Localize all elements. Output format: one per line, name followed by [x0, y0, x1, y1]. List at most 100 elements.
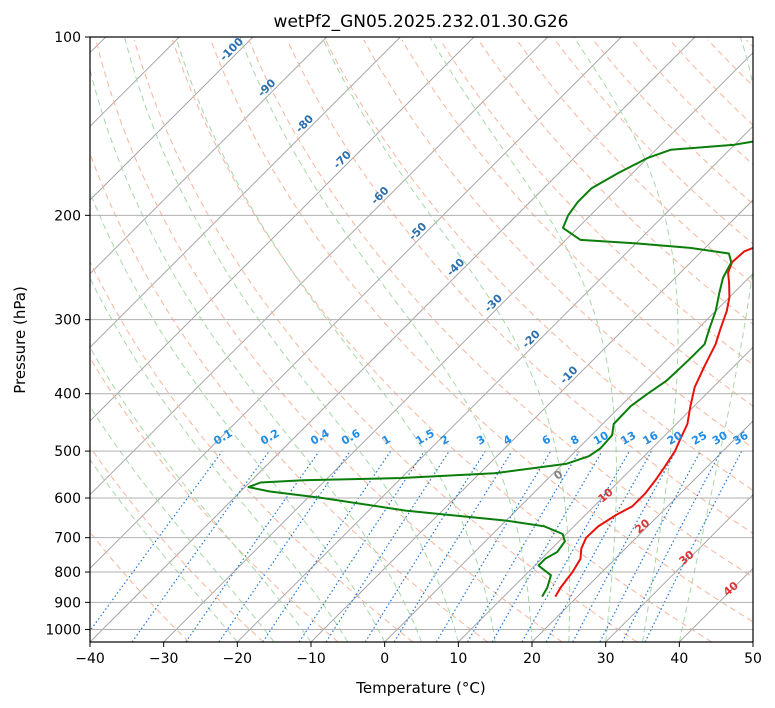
dry-adiabat-line — [90, 152, 488, 642]
dry-adiabat-line — [631, 39, 753, 166]
dry-adiabat-line — [172, 39, 712, 642]
dry-adiabat-line — [592, 39, 753, 205]
mixing-ratio-line — [572, 451, 677, 642]
plot-frame — [89, 36, 754, 643]
background-lines — [90, 37, 753, 642]
dry-adiabat-label: 10 — [596, 485, 616, 505]
mixing-ratio-line — [599, 451, 701, 642]
x-axis-title: Temperature (°C) — [355, 679, 485, 697]
isotherm-line — [90, 37, 401, 349]
moist-adiabat-line — [90, 190, 386, 642]
x-tick-label: 40 — [670, 651, 688, 667]
y-tick-label: 800 — [54, 565, 81, 581]
moist-adiabat-line — [175, 37, 496, 642]
dry-adiabat-line — [90, 356, 339, 642]
y-tick-label: 900 — [54, 595, 81, 611]
mixing-ratio-label: 2 — [438, 433, 451, 448]
mixing-ratio-line — [491, 451, 603, 642]
isotherm-line — [90, 37, 475, 422]
moist-adiabat-line — [90, 346, 312, 642]
isotherm-line — [236, 125, 753, 642]
moist-adiabat-line — [239, 37, 533, 642]
dry-adiabat-label: 40 — [721, 579, 741, 599]
mixing-ratio-line — [131, 451, 270, 642]
mixing-ratio-line — [435, 451, 552, 642]
isotherm-line — [90, 37, 254, 201]
isotherm-label: -30 — [482, 291, 505, 314]
dry-adiabat-line — [401, 39, 753, 407]
y-tick-label: 300 — [54, 313, 81, 329]
dry-adiabat-line — [707, 39, 753, 87]
mixing-ratio-label: 1 — [380, 433, 393, 448]
y-tick-label: 100 — [54, 30, 81, 46]
y-tick-label: 1000 — [45, 622, 81, 638]
dry-adiabat-line — [90, 446, 264, 642]
chart-title: wetPf2_GN05.2025.232.01.30.G26 — [274, 12, 569, 32]
isotherm-label: -70 — [331, 148, 354, 171]
isotherm-line — [457, 346, 753, 642]
x-tick-label: −20 — [223, 651, 253, 667]
y-tick-label: 500 — [54, 444, 81, 460]
y-tick-label: 400 — [54, 387, 81, 403]
moist-adiabat-line — [429, 37, 617, 642]
dry-adiabat-label: 0 — [551, 467, 565, 482]
mixing-ratio-line — [364, 451, 486, 642]
mixing-ratio-label: 0.2 — [258, 427, 281, 448]
isotherm-line — [678, 567, 753, 642]
isotherm-label: -80 — [293, 112, 316, 135]
isotherm-line — [531, 420, 753, 642]
mixing-ratio-line — [218, 451, 351, 642]
dry-adiabat-line — [286, 39, 753, 534]
mixing-ratio-line — [521, 451, 630, 642]
y-tick-label: 600 — [54, 491, 81, 507]
x-tick-label: 10 — [449, 651, 467, 667]
dewpoint-profile-line — [247, 140, 753, 598]
isopleth-labels: 0.1 0.2 0.4 0.6 1 1.5 2 3 4 6 8 10 13 16 20 25 30 36-100-… — [211, 35, 750, 599]
mixing-ratio-label: 8 — [568, 433, 581, 448]
temperature-profile-line — [554, 246, 753, 598]
isotherm-label: -40 — [444, 256, 467, 279]
mixing-ratio-line — [185, 451, 320, 642]
mixing-ratio-label: 1.5 — [413, 427, 436, 448]
mixing-ratio-label: 30 — [710, 429, 730, 448]
dry-adiabat-label: 20 — [632, 516, 652, 536]
isotherm-line — [90, 37, 328, 275]
isotherm-line — [90, 37, 696, 642]
mixing-ratio-line — [545, 451, 652, 642]
dry-adiabat-label: 30 — [677, 548, 697, 568]
isotherm-line — [163, 51, 753, 642]
isotherm-label: -100 — [217, 35, 246, 64]
mixing-ratio-label: 0.4 — [308, 427, 332, 448]
isotherm-label: -20 — [520, 327, 543, 350]
isotherm-line — [605, 493, 753, 642]
axes: −40 −30 −20 −10 0 10 20 30 40 5010020030040050060… — [45, 30, 762, 667]
x-tick-label: 20 — [523, 651, 541, 667]
x-tick-label: 30 — [597, 651, 615, 667]
isotherm-line — [90, 37, 549, 496]
moist-adiabat-line — [90, 277, 349, 642]
moist-adiabat-line — [124, 37, 459, 642]
x-tick-label: −10 — [296, 651, 326, 667]
mixing-ratio-label: 6 — [540, 432, 553, 447]
mixing-ratio-label: 16 — [641, 429, 661, 448]
dry-adiabat-line — [363, 39, 753, 449]
profile-lines — [247, 140, 753, 598]
y-tick-label: 700 — [54, 531, 81, 547]
dry-adiabat-line — [554, 39, 753, 245]
isotherm-line — [384, 272, 753, 642]
dry-adiabat-line — [478, 39, 753, 325]
x-tick-label: −30 — [149, 651, 179, 667]
moist-adiabat-line — [90, 67, 422, 642]
mixing-ratio-line — [393, 451, 513, 642]
x-tick-label: 50 — [744, 651, 762, 667]
y-tick-label: 200 — [54, 208, 81, 224]
mixing-ratio-label: 10 — [591, 429, 611, 448]
x-tick-label: 0 — [380, 651, 389, 667]
mixing-ratio-label: 13 — [618, 429, 638, 448]
mixing-ratio-label: 25 — [690, 429, 710, 448]
isotherm-label: -10 — [557, 363, 580, 386]
isotherm-line — [90, 37, 622, 570]
dry-adiabat-line — [90, 531, 190, 642]
